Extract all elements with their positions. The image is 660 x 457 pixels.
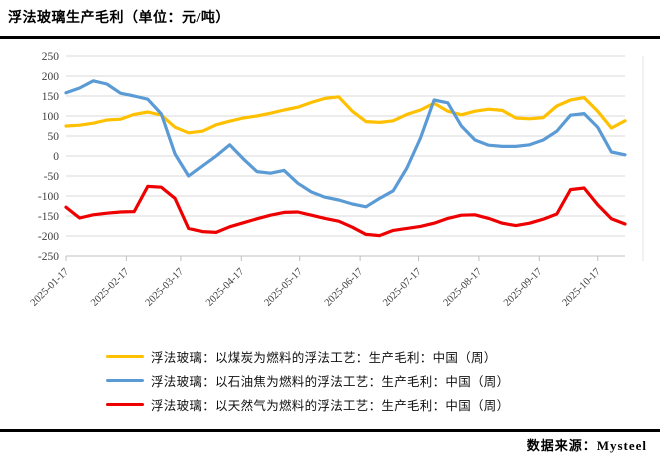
chart-canvas: -250 -200 -150 -100 -50 0 50 100 150 200 250 2025-0… — [29, 51, 644, 309]
y-tick-label: -150 — [38, 211, 59, 223]
y-tick-label: -250 — [38, 251, 59, 263]
y-tick-label: 150 — [42, 91, 60, 103]
legend-label: 浮法玻璃：以煤炭为燃料的浮法工艺：生产毛利：中国（周） — [151, 350, 497, 365]
title-divider — [0, 36, 660, 39]
x-tick-label: 2025-08-17 — [442, 266, 484, 308]
legend-swatch-line — [106, 378, 144, 382]
x-tick-label: 2025-10-17 — [560, 266, 602, 308]
legend-item-0: 浮法玻璃：以煤炭为燃料的浮法工艺：生产毛利：中国（周） — [106, 344, 509, 368]
x-tick-label: 2025-09-17 — [502, 266, 544, 308]
series-line-1 — [64, 79, 627, 209]
x-tick-label: 2025-03-17 — [144, 266, 186, 308]
data-source: 数据来源：Mysteel — [526, 438, 647, 453]
legend-swatch-line — [106, 402, 144, 406]
legend-label: 浮法玻璃：以石油焦为燃料的浮法工艺：生产毛利：中国（周） — [151, 374, 510, 389]
footer-divider — [0, 429, 660, 432]
legend-item-1: 浮法玻璃：以石油焦为燃料的浮法工艺：生产毛利：中国（周） — [106, 368, 509, 392]
x-tick-label: 2025-01-17 — [29, 266, 71, 308]
chart-title: 浮法玻璃生产毛利（单位：元/吨） — [8, 11, 230, 26]
profit-line-chart: -250 -200 -150 -100 -50 0 50 100 150 200 250 2025-0… — [0, 42, 660, 338]
series-line-2 — [64, 184, 627, 238]
y-tick-label: -200 — [38, 231, 59, 243]
chart-legend: 浮法玻璃：以煤炭为燃料的浮法工艺：生产毛利：中国（周） 浮法玻璃：以石油焦为燃料的… — [106, 344, 509, 416]
y-tick-label: 0 — [53, 151, 59, 163]
y-tick-label: -50 — [44, 171, 60, 183]
x-tick-label: 2025-06-17 — [323, 266, 365, 308]
y-tick-label: -100 — [38, 191, 59, 203]
legend-item-2: 浮法玻璃：以天然气为燃料的浮法工艺：生产毛利：中国（周） — [106, 392, 509, 416]
y-tick-label: 250 — [42, 51, 60, 63]
y-tick-label: 200 — [42, 71, 60, 83]
y-tick-label: 100 — [42, 111, 60, 123]
x-tick-label: 2025-05-17 — [262, 266, 304, 308]
legend-swatch-line — [106, 354, 144, 358]
y-tick-label: 50 — [48, 131, 60, 143]
x-tick-label: 2025-04-17 — [204, 266, 246, 308]
x-tick-label: 2025-02-17 — [89, 266, 131, 308]
series-line-0 — [64, 95, 627, 135]
legend-label: 浮法玻璃：以天然气为燃料的浮法工艺：生产毛利：中国（周） — [151, 398, 510, 413]
x-tick-label: 2025-07-17 — [381, 266, 423, 308]
